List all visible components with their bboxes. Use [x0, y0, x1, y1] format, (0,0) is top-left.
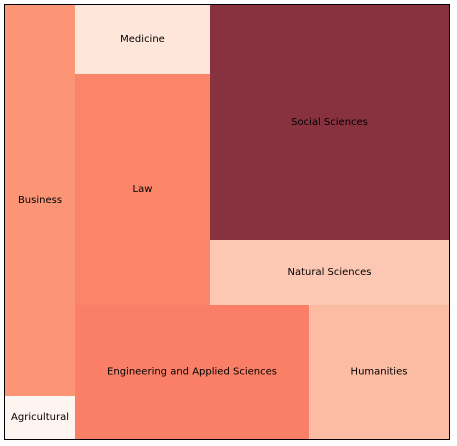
tile-label-humanities: Humanities [351, 367, 408, 378]
tile-label-engineering-and-applied-sciences: Engineering and Applied Sciences [107, 367, 277, 378]
tile-label-medicine: Medicine [120, 34, 165, 45]
tile-agricultural [5, 396, 75, 439]
tile-label-social-sciences: Social Sciences [291, 117, 368, 128]
tile-label-natural-sciences: Natural Sciences [287, 267, 371, 278]
plot-frame [4, 4, 450, 440]
tile-social-sciences [210, 5, 449, 240]
tile-label-agricultural: Agricultural [11, 412, 69, 423]
tile-medicine [75, 5, 210, 74]
tile-label-business: Business [18, 195, 62, 206]
tile-label-law: Law [133, 184, 153, 195]
tile-humanities [309, 305, 449, 439]
tile-law [75, 74, 210, 305]
tile-business [5, 5, 75, 396]
tile-engineering-and-applied-sciences [75, 305, 309, 439]
tile-natural-sciences [210, 240, 449, 305]
